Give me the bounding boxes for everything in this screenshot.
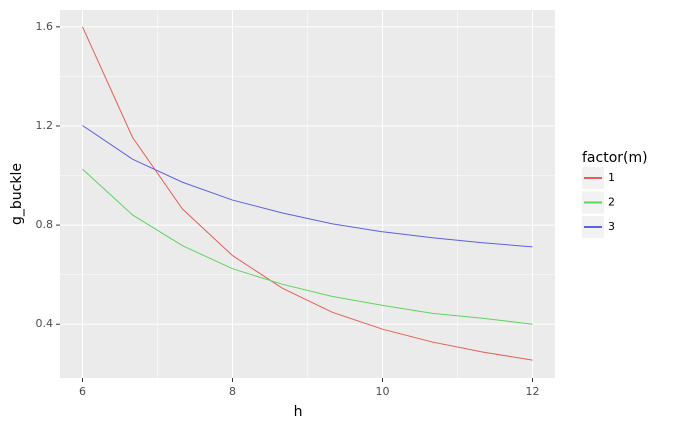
x-axis-title: h [294, 404, 303, 420]
series-line [82, 125, 533, 248]
y-axis-title: g_buckle [9, 163, 25, 225]
legend-label: 3 [608, 220, 615, 233]
series-line [82, 168, 533, 325]
y-tick-label: 1.2 [36, 119, 54, 132]
y-tick-label: 0.4 [36, 317, 54, 330]
series-line [82, 26, 533, 361]
x-tick-label: 12 [526, 385, 540, 398]
legend-title: factor(m) [582, 150, 648, 166]
x-tick-label: 10 [376, 385, 390, 398]
legend-label: 1 [608, 171, 615, 184]
legend-label: 2 [608, 196, 615, 209]
y-tick-label: 1.6 [36, 20, 54, 33]
x-tick-label: 6 [79, 385, 86, 398]
x-tick-label: 8 [229, 385, 236, 398]
y-tick-label: 0.8 [36, 218, 54, 231]
